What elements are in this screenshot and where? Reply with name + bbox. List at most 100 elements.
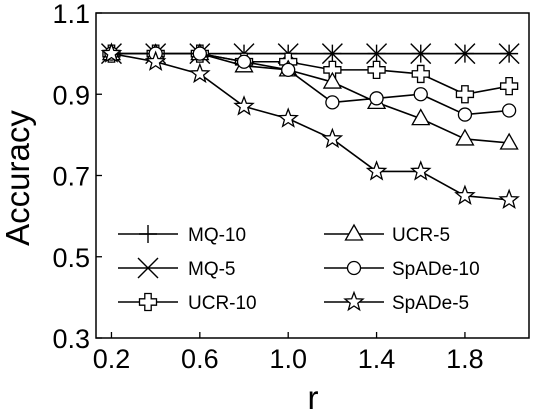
marker-shape: [409, 160, 432, 181]
data-point-ucr-5: [322, 71, 342, 89]
legend-label: UCR-5: [392, 225, 450, 246]
legend-marker: [138, 292, 158, 312]
legend-item-ucr-5: UCR-5: [324, 223, 450, 246]
data-point-spade-10: [457, 107, 473, 122]
marker-shape: [413, 87, 428, 102]
marker-shape: [454, 184, 476, 205]
legend-marker: [343, 290, 365, 312]
marker-shape: [277, 107, 299, 128]
marker-stroke: [366, 43, 388, 65]
series-spade-10: [104, 46, 517, 122]
data-point-spade-5: [233, 95, 255, 116]
legend-label: SpADe-10: [392, 259, 480, 280]
series-spade-5: [100, 42, 520, 210]
marker-shape: [144, 50, 167, 71]
data-point-spade-10: [369, 91, 384, 106]
legend-label: UCR-10: [188, 293, 257, 314]
y-tick-label: 1.1: [52, 0, 90, 29]
legend-item-mq-10: MQ-10: [118, 225, 246, 246]
marker-shape: [321, 127, 344, 149]
marker-shape: [498, 188, 520, 210]
data-point-spade-5: [144, 50, 167, 71]
y-tick-label: 0.9: [52, 80, 90, 110]
y-axis-title: Accuracy: [0, 110, 36, 246]
data-point-mq-5: [498, 43, 520, 65]
marker-stroke: [410, 43, 432, 65]
data-point-spade-5: [100, 42, 123, 63]
legend-marker: [137, 257, 159, 279]
data-point-spade-5: [498, 188, 520, 210]
data-point-spade-10: [281, 62, 296, 78]
marker-shape: [501, 103, 517, 118]
marker-shape: [322, 71, 342, 89]
data-point-spade-5: [454, 184, 476, 205]
legend-item-mq-5: MQ-5: [118, 257, 236, 280]
legend-label: SpADe-5: [392, 293, 469, 314]
marker-shape: [411, 64, 430, 84]
data-point-spade-5: [321, 127, 344, 149]
data-point-spade-10: [413, 87, 428, 102]
x-tick-label: 1.0: [269, 344, 307, 374]
y-tick-label: 0.3: [52, 324, 90, 354]
data-point-ucr-5: [499, 132, 519, 150]
data-point-ucr-5: [411, 108, 431, 126]
series-ucr-5: [101, 43, 519, 150]
data-point-spade-10: [501, 103, 517, 118]
data-point-spade-10: [325, 95, 340, 110]
data-point-mq-5: [321, 43, 343, 65]
legend-marker: [344, 223, 364, 241]
marker-shape: [233, 95, 255, 116]
legend-label: MQ-5: [188, 259, 236, 280]
marker-shape: [346, 260, 362, 276]
marker-shape: [455, 128, 475, 146]
series-line-spade-10: [111, 52, 510, 116]
marker-shape: [367, 60, 386, 80]
series-line-ucr-10: [111, 52, 510, 96]
data-point-spade-5: [409, 160, 432, 181]
legend-marker: [346, 260, 362, 276]
marker-shape: [499, 132, 519, 150]
marker-shape: [457, 107, 473, 122]
marker-shape: [325, 95, 340, 110]
data-point-ucr-10: [367, 60, 386, 80]
legend-marker: [139, 225, 157, 243]
x-tick-label: 0.6: [181, 344, 219, 374]
legend-item-spade-5: SpADe-5: [324, 290, 469, 314]
marker-shape: [343, 290, 365, 312]
marker-shape: [455, 85, 475, 104]
marker-shape: [365, 160, 388, 181]
marker-shape: [411, 108, 431, 126]
data-point-ucr-5: [455, 128, 475, 146]
series-line-spade-5: [111, 52, 510, 201]
marker-shape: [189, 62, 211, 84]
marker-shape: [499, 76, 519, 96]
marker-shape: [344, 223, 364, 241]
data-point-spade-10: [192, 46, 207, 61]
data-point-mq-5: [454, 43, 476, 65]
data-point-ucr-10: [499, 76, 519, 96]
y-tick-label: 0.5: [52, 243, 90, 273]
marker-shape: [192, 46, 207, 61]
marker-stroke: [498, 43, 520, 65]
data-point-spade-5: [277, 107, 299, 128]
data-point-spade-5: [365, 160, 388, 181]
marker-stroke: [321, 43, 343, 65]
legend: MQ-10 MQ-5 UCR-10 UCR-5 SpADe-10 SpADe-5: [118, 223, 480, 314]
x-axis-title: r: [308, 379, 319, 412]
marker-stroke: [454, 43, 476, 65]
x-tick-label: 1.4: [358, 344, 396, 374]
x-tick-label: 1.8: [446, 344, 484, 374]
y-tick-label: 0.7: [52, 162, 90, 192]
data-point-ucr-10: [411, 64, 430, 84]
data-point-spade-10: [236, 54, 252, 69]
marker-shape: [369, 91, 384, 106]
x-tick-label: 0.2: [93, 344, 131, 374]
data-point-mq-5: [410, 43, 432, 65]
data-point-mq-5: [366, 43, 388, 65]
marker-shape: [236, 54, 252, 69]
marker-shape: [100, 42, 123, 63]
plot-area: 0.3 0.5 0.7 0.9 1.1 0.2 0.6 1.0 1.4 1.8: [52, 0, 530, 374]
legend-label: MQ-10: [188, 225, 246, 246]
data-point-ucr-10: [455, 85, 475, 104]
